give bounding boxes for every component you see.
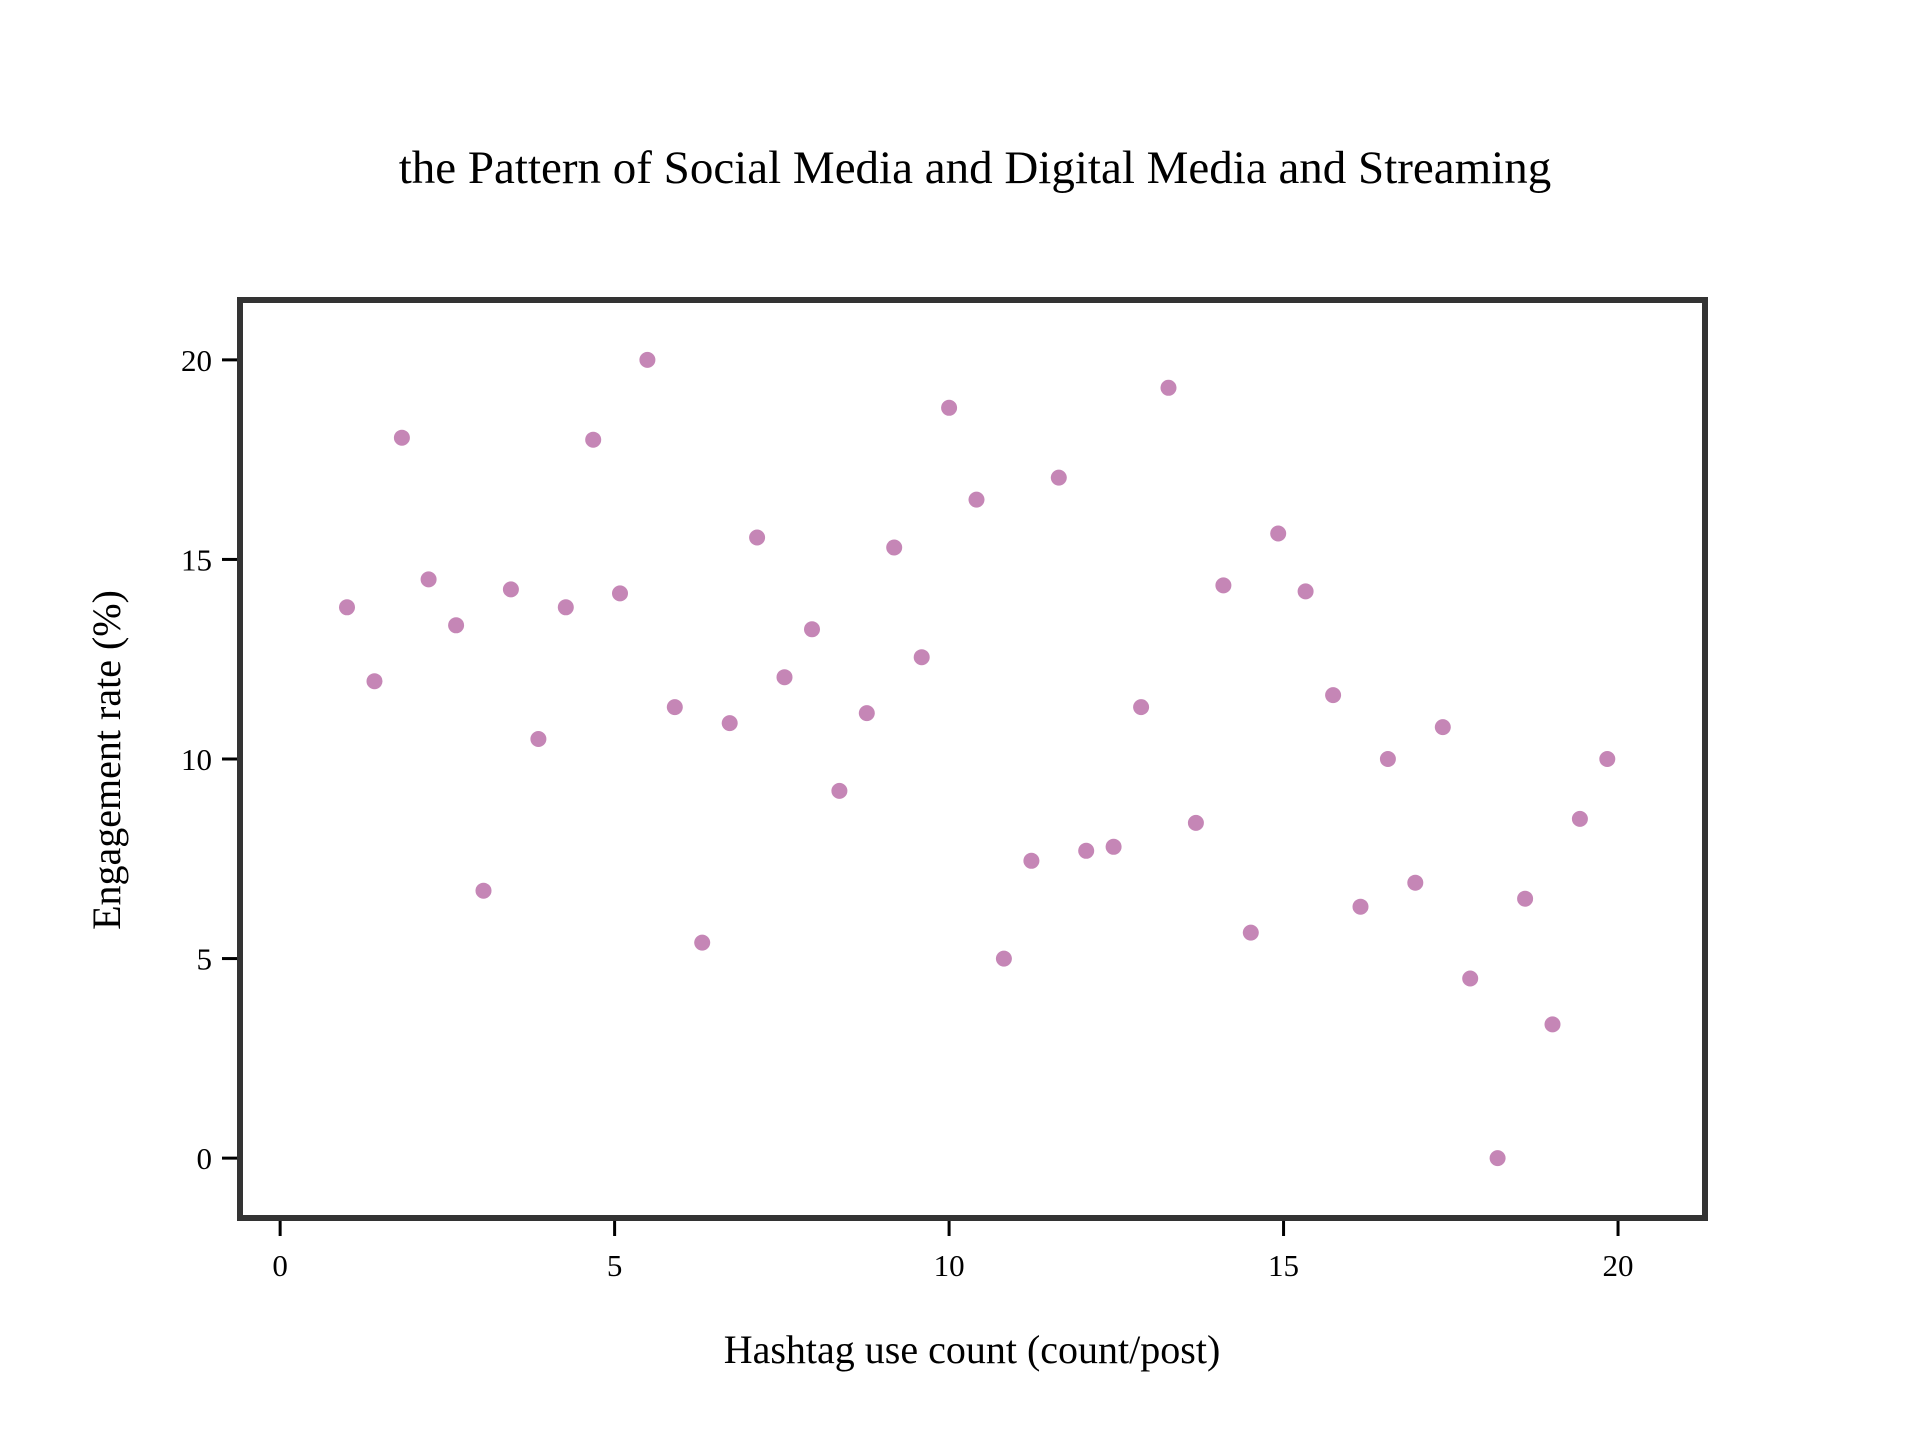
data-point — [968, 491, 985, 508]
x-axis: 0 5 10 15 20 — [272, 1221, 1634, 1283]
data-point — [585, 431, 602, 448]
data-point — [941, 399, 958, 416]
data-point — [639, 351, 656, 368]
data-point — [612, 585, 628, 602]
data-point — [1352, 898, 1369, 915]
data-point — [1517, 890, 1534, 907]
data-point — [995, 950, 1012, 967]
data-point — [1462, 970, 1479, 987]
data-point — [1434, 719, 1451, 736]
data-point — [721, 715, 738, 732]
points-layer — [339, 351, 1616, 1167]
data-point — [339, 599, 355, 616]
data-point — [1489, 1150, 1506, 1167]
y-tick-label: 5 — [197, 942, 213, 977]
x-tick-label: 5 — [607, 1248, 623, 1283]
data-point — [886, 539, 903, 556]
data-point — [1599, 751, 1616, 767]
data-point — [1187, 814, 1204, 831]
data-point — [1023, 852, 1040, 869]
data-point — [913, 649, 930, 666]
data-point — [448, 617, 465, 634]
data-point — [776, 669, 793, 686]
data-point — [502, 581, 519, 598]
x-axis-label: Hashtag use count (count/post) — [724, 1327, 1221, 1372]
data-point — [1242, 924, 1259, 941]
data-point — [1105, 838, 1122, 855]
data-point — [1215, 577, 1232, 594]
data-point — [366, 673, 383, 690]
data-point — [1078, 842, 1095, 859]
data-point — [475, 882, 492, 899]
plot-frame — [237, 297, 1708, 1221]
x-tick-label: 15 — [1268, 1248, 1299, 1283]
data-point — [1297, 583, 1314, 600]
x-tick-label: 0 — [272, 1248, 288, 1283]
data-point — [530, 731, 547, 747]
data-point — [1270, 525, 1287, 542]
data-point — [666, 699, 683, 716]
y-tick-label: 20 — [181, 343, 212, 378]
data-point — [1133, 699, 1150, 716]
x-tick-label: 10 — [934, 1248, 965, 1283]
y-tick-label: 15 — [181, 542, 212, 577]
data-point — [1407, 874, 1424, 891]
data-point — [1050, 469, 1067, 486]
data-point — [804, 621, 820, 638]
data-point — [1571, 810, 1588, 827]
data-point — [858, 705, 875, 722]
y-axis-label: Engagement rate (%) — [84, 590, 129, 930]
data-point — [420, 571, 437, 588]
y-tick-label: 10 — [181, 742, 212, 777]
data-point — [1379, 751, 1396, 767]
data-point — [831, 782, 848, 799]
data-point — [694, 934, 711, 951]
data-point — [1160, 379, 1177, 396]
chart-title: the Pattern of Social Media and Digital … — [399, 142, 1552, 194]
data-point — [1325, 687, 1342, 704]
y-tick-label: 0 — [197, 1141, 213, 1176]
data-point — [1544, 1016, 1561, 1033]
x-tick-label: 20 — [1603, 1248, 1634, 1283]
data-point — [393, 429, 410, 446]
data-point — [557, 599, 574, 616]
data-point — [749, 529, 766, 546]
y-axis: 0 5 10 15 20 — [181, 343, 237, 1176]
